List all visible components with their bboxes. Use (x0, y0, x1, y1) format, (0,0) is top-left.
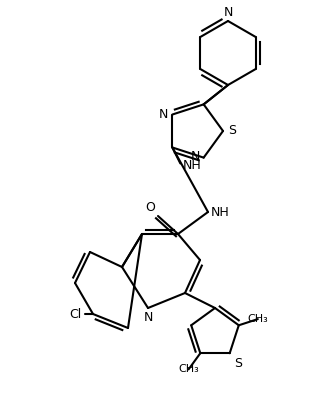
Text: S: S (234, 357, 242, 370)
Text: N: N (159, 108, 168, 121)
Text: N: N (223, 6, 233, 19)
Text: N: N (190, 150, 200, 163)
Text: N: N (143, 311, 153, 324)
Text: Cl: Cl (69, 308, 81, 321)
Text: NH: NH (211, 206, 230, 219)
Text: CH₃: CH₃ (178, 364, 199, 375)
Text: O: O (145, 201, 155, 214)
Text: S: S (228, 125, 236, 138)
Text: NH: NH (182, 159, 201, 172)
Text: CH₃: CH₃ (247, 314, 268, 324)
